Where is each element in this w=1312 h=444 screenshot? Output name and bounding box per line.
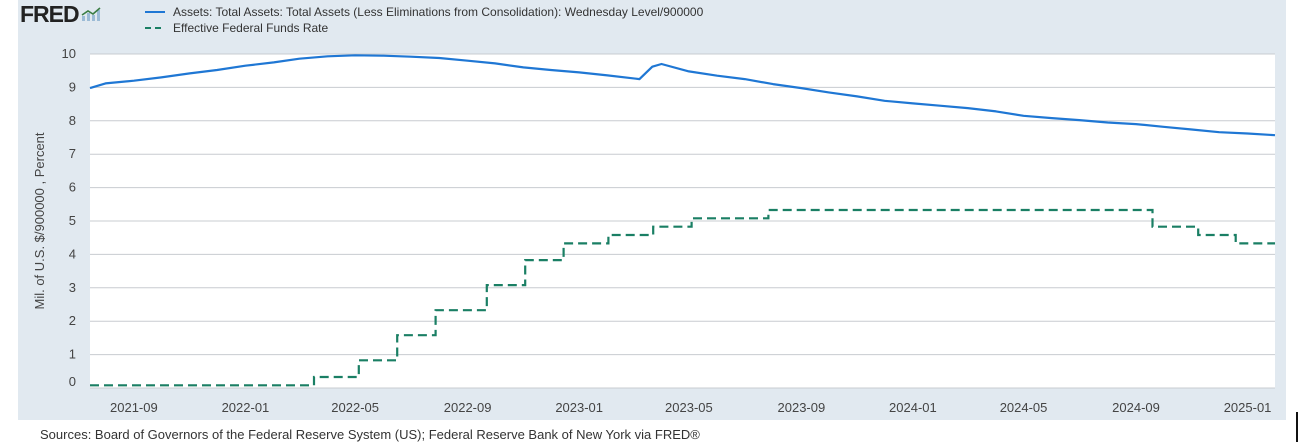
y-tick-label-10: 10 <box>62 46 76 61</box>
x-tick-label-10: 2025-01 <box>1224 400 1272 415</box>
x-tick-labels: 2021-09 2022-01 2022-05 2022-09 2023-01 2023-… <box>110 400 1271 415</box>
x-tick-label-2: 2022-05 <box>331 400 379 415</box>
chart-legend: Assets: Total Assets: Total Assets (Less… <box>145 4 703 36</box>
grid-lines <box>90 53 1275 389</box>
fred-logo-text: FRED <box>20 0 80 27</box>
y-tick-label-9: 9 <box>69 79 76 94</box>
series-line-fed-funds-rate <box>90 208 1275 387</box>
y-tick-label-7: 7 <box>69 146 76 161</box>
chart-line-icon <box>81 7 101 21</box>
y-tick-label-8: 8 <box>69 113 76 128</box>
text-cursor <box>1296 412 1298 442</box>
fred-logo[interactable]: FRED <box>20 0 101 27</box>
y-axis-label: Mil. of U.S. $/900000 , Percent <box>32 132 47 309</box>
x-tick-label-7: 2024-01 <box>889 400 937 415</box>
y-tick-label-0: 0 <box>69 374 76 389</box>
legend-swatch-solid <box>145 11 165 13</box>
legend-label-assets: Assets: Total Assets: Total Assets (Less… <box>173 5 704 19</box>
y-tick-label-2: 2 <box>69 313 76 328</box>
y-tick-label-3: 3 <box>69 280 76 295</box>
series-line-assets <box>89 54 1276 137</box>
x-tick-label-9: 2024-09 <box>1112 400 1160 415</box>
y-tick-label-5: 5 <box>69 213 76 228</box>
x-tick-label-1: 2022-01 <box>222 400 270 415</box>
legend-item-assets[interactable]: Assets: Total Assets: Total Assets (Less… <box>145 4 703 20</box>
y-tick-labels: 0 1 2 3 4 5 6 7 8 9 10 <box>62 46 76 389</box>
legend-label-rate: Effective Federal Funds Rate <box>173 21 329 35</box>
sources-note: Sources: Board of Governors of the Feder… <box>40 427 700 442</box>
x-tick-label-3: 2022-09 <box>444 400 492 415</box>
x-tick-label-8: 2024-05 <box>1000 400 1048 415</box>
x-tick-label-6: 2023-09 <box>778 400 826 415</box>
chart-plot: 0 1 2 3 4 5 6 7 8 9 10 2021-09 2022-01 2022-05 2022-0… <box>32 46 1276 415</box>
legend-item-rate[interactable]: Effective Federal Funds Rate <box>145 20 703 36</box>
y-tick-label-6: 6 <box>69 180 76 195</box>
x-tick-label-5: 2023-05 <box>665 400 713 415</box>
x-tick-label-0: 2021-09 <box>110 400 158 415</box>
y-tick-label-4: 4 <box>69 246 76 261</box>
legend-swatch-dashed <box>145 27 165 29</box>
x-tick-label-4: 2023-01 <box>555 400 603 415</box>
chart-series <box>89 54 1276 387</box>
y-tick-label-1: 1 <box>69 347 76 362</box>
